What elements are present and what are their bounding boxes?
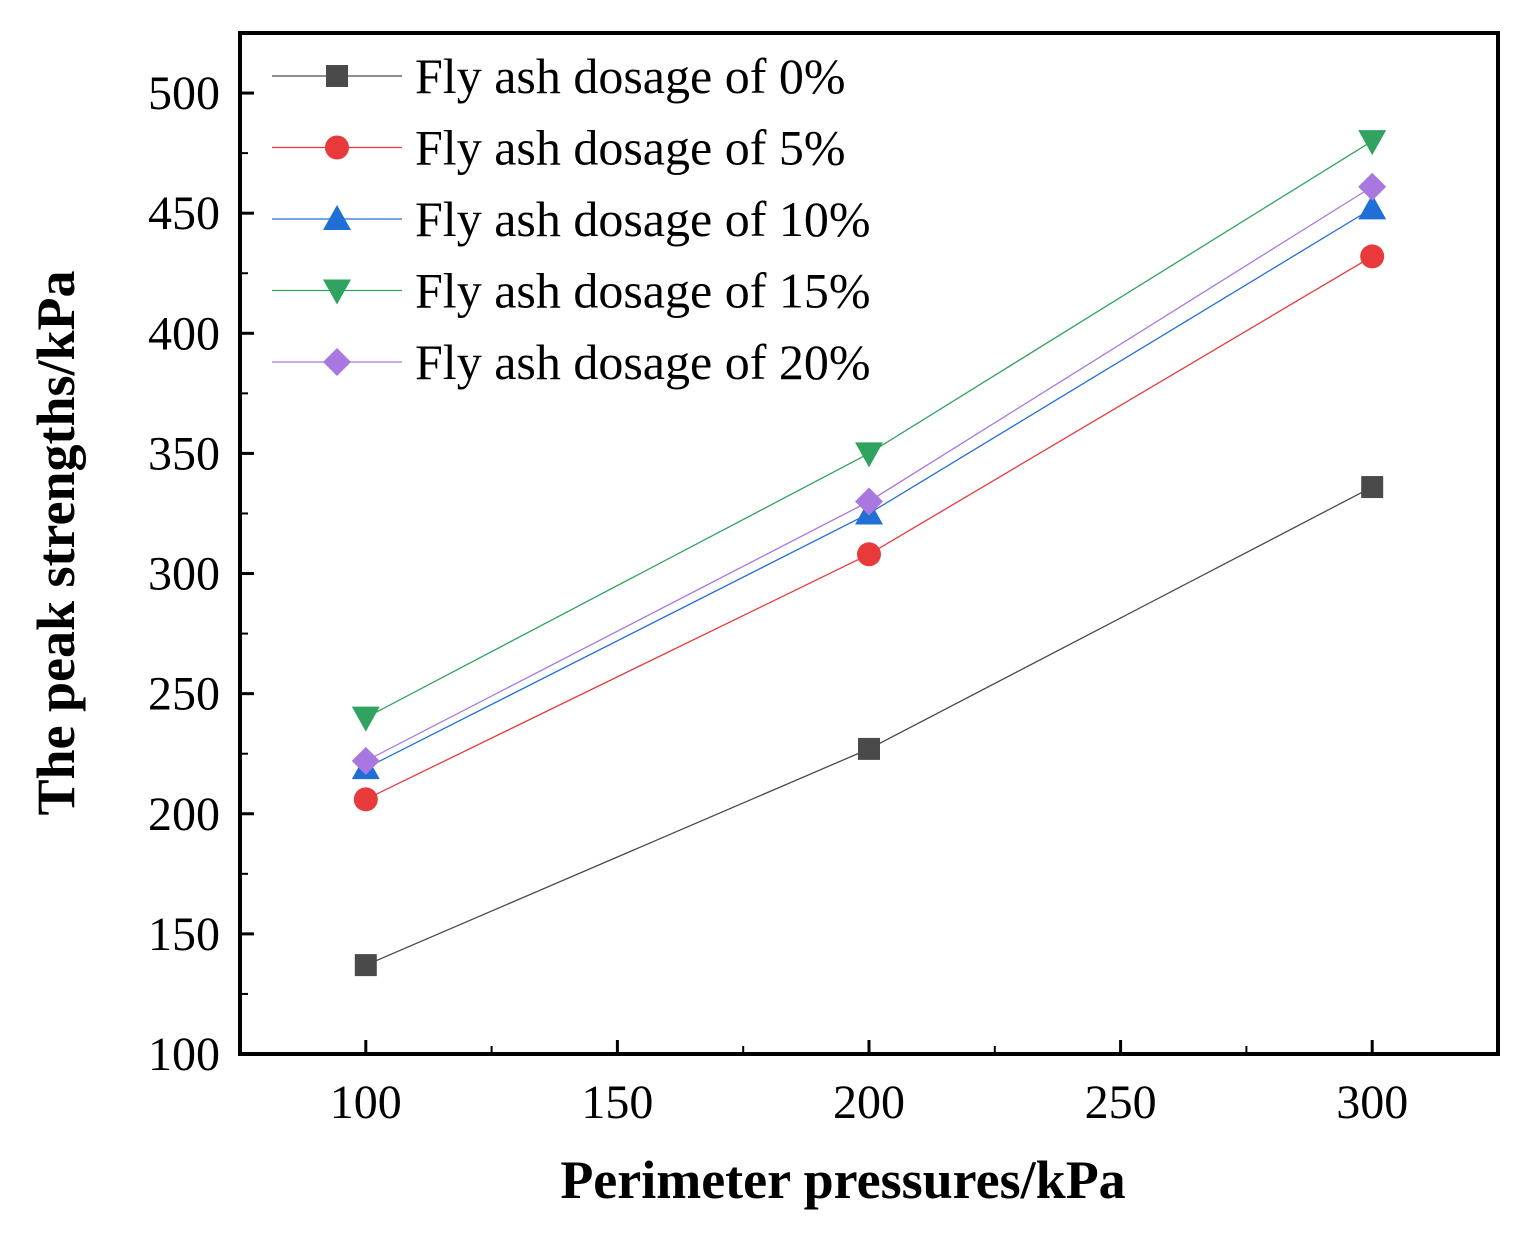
y-tick-label: 500: [148, 67, 220, 120]
legend-marker: [325, 135, 349, 160]
data-point-series-1: [857, 542, 881, 567]
x-tick-label: 250: [1085, 1076, 1157, 1129]
legend-label: Fly ash dosage of 10%: [415, 191, 871, 247]
data-point-series-4: [855, 487, 883, 516]
y-tick-label: 250: [148, 668, 220, 721]
data-point-series-2: [1358, 194, 1387, 220]
x-tick-label: 300: [1336, 1076, 1408, 1129]
data-point-series-1: [353, 787, 378, 812]
series-markers: [351, 130, 1387, 977]
legend-marker: [323, 348, 351, 376]
x-tick-label: 200: [833, 1076, 905, 1129]
legend-label: Fly ash dosage of 5%: [415, 120, 846, 176]
data-point-series-0: [1361, 476, 1384, 499]
legend-label: Fly ash dosage of 20%: [415, 334, 871, 390]
legend-label: Fly ash dosage of 0%: [415, 48, 846, 104]
legend-marker: [323, 205, 351, 230]
y-tick-label: 400: [148, 307, 220, 360]
y-axis-title: The peak strengths/kPa: [26, 270, 86, 815]
y-tick-label: 350: [148, 427, 220, 480]
x-tick-label: 100: [330, 1076, 402, 1129]
y-tick-label: 200: [148, 788, 220, 841]
x-axis-title: Perimeter pressures/kPa: [560, 1150, 1125, 1210]
data-point-series-0: [354, 954, 377, 977]
data-point-series-4: [351, 746, 380, 775]
legend: Fly ash dosage of 0% Fly ash dosage of 5%…: [272, 48, 871, 390]
legend-marker: [326, 65, 348, 87]
data-point-series-3: [1358, 130, 1387, 156]
y-tick-label: 100: [148, 1028, 220, 1081]
data-point-series-1: [1360, 244, 1385, 269]
x-tick-label: 150: [581, 1076, 653, 1129]
legend-label: Fly ash dosage of 15%: [415, 263, 871, 319]
y-tick-label: 300: [148, 548, 220, 601]
data-point-series-3: [855, 442, 883, 468]
data-point-series-4: [1358, 172, 1387, 201]
legend-marker: [323, 279, 351, 305]
data-point-series-0: [858, 737, 880, 760]
axis-ticks: 100 150 200 250 300 100 150 200 250 300 350 400 450 5…: [148, 67, 1408, 1129]
y-tick-label: 150: [148, 908, 220, 961]
data-point-series-3: [351, 706, 380, 732]
y-tick-label: 450: [148, 187, 220, 240]
